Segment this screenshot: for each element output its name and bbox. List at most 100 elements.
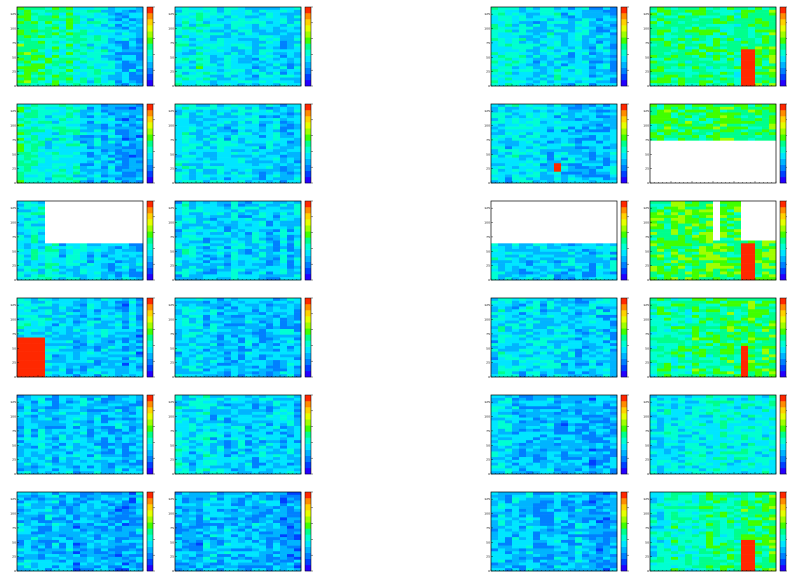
heatmap-cell xyxy=(526,57,534,61)
heatmap-cell xyxy=(73,35,81,39)
heatmap-cell xyxy=(287,129,295,133)
heatmap-cell xyxy=(52,277,60,281)
heatmap-cell xyxy=(512,132,520,136)
heatmap-cell xyxy=(533,23,541,28)
heatmap-cell xyxy=(87,229,95,233)
heatmap-cell xyxy=(196,109,204,113)
heatmap-cell xyxy=(547,168,555,173)
heatmap-cell xyxy=(498,57,506,61)
heatmap-cell xyxy=(273,21,281,25)
heatmap-cell xyxy=(45,52,53,56)
heatmap-cell xyxy=(101,21,109,25)
heatmap-cell xyxy=(129,120,137,125)
heatmap-cell xyxy=(94,268,102,272)
heatmap-cell xyxy=(189,137,197,141)
heatmap-cell xyxy=(24,223,32,227)
heatmap-cell xyxy=(87,29,95,33)
heatmap-cell xyxy=(519,137,527,141)
heatmap-cell xyxy=(252,49,260,53)
heatmap-cell xyxy=(108,232,116,236)
heatmap-cell xyxy=(87,277,95,281)
heatmap-cell xyxy=(45,254,53,258)
heatmap-cell xyxy=(273,43,281,47)
heatmap-cell xyxy=(136,12,144,16)
heatmap-cell xyxy=(45,32,53,36)
heatmap-cell xyxy=(66,83,74,87)
heatmap-cell xyxy=(31,115,39,119)
heatmap-cell xyxy=(554,140,562,144)
heatmap-cell xyxy=(491,63,499,67)
heatmap-cell xyxy=(17,49,25,53)
heatmap-cell xyxy=(692,118,700,122)
heatmap-cell xyxy=(24,35,32,39)
color-bar-segment xyxy=(147,128,153,135)
heatmap-cell xyxy=(568,7,576,11)
color-bar-segment xyxy=(305,110,311,117)
heatmap-cell xyxy=(224,38,232,42)
heatmap-cell xyxy=(217,140,225,144)
heatmap-cell xyxy=(101,171,109,175)
heatmap-cell xyxy=(706,21,714,25)
heatmap-cell xyxy=(52,120,60,125)
heatmap-cell xyxy=(505,157,513,161)
heatmap-cell xyxy=(589,21,597,25)
heatmap-cell xyxy=(526,109,534,113)
heatmap-cell xyxy=(52,206,60,210)
heatmap-cell xyxy=(755,49,763,53)
heatmap-cell xyxy=(498,69,506,73)
heatmap-cell xyxy=(80,215,88,219)
heatmap-cell xyxy=(720,77,728,81)
heatmap-cell xyxy=(217,43,225,47)
heatmap-cell xyxy=(87,77,95,81)
heatmap-cell xyxy=(101,18,109,22)
heatmap-cell xyxy=(678,32,686,36)
heatmap-cell xyxy=(748,21,756,25)
heatmap-cell xyxy=(748,120,756,125)
heatmap-cell xyxy=(657,137,665,141)
heatmap-cell xyxy=(762,32,770,36)
heatmap-cell xyxy=(224,26,232,30)
heatmap-cell xyxy=(273,49,281,53)
heatmap-cell xyxy=(38,180,46,184)
heatmap-cell xyxy=(505,38,513,42)
heatmap-cell xyxy=(122,203,130,207)
heatmap-cell xyxy=(122,217,130,222)
heatmap-cell xyxy=(498,74,506,78)
heatmap-cell xyxy=(115,251,123,255)
heatmap-cell xyxy=(671,135,679,139)
heatmap-cell xyxy=(45,43,53,47)
heatmap-cell xyxy=(66,174,74,178)
heatmap-cell xyxy=(87,240,95,244)
heatmap-cell xyxy=(561,140,569,144)
heatmap-cell xyxy=(175,77,183,81)
heatmap-cell xyxy=(259,74,267,78)
heatmap-cell xyxy=(727,104,735,108)
heatmap-cell xyxy=(217,104,225,108)
heatmap-cell xyxy=(671,43,679,47)
heatmap-cell xyxy=(491,43,499,47)
heatmap-cell xyxy=(231,149,239,153)
heatmap-cell xyxy=(108,257,116,261)
heatmap-cell xyxy=(80,74,88,78)
heatmap-cell xyxy=(115,240,123,244)
heatmap-cell xyxy=(547,15,555,19)
heatmap-cell xyxy=(217,80,225,84)
heatmap-cell xyxy=(31,248,39,253)
heatmap-cell xyxy=(294,57,302,61)
heatmap-cell xyxy=(80,126,88,130)
heatmap-cell xyxy=(294,74,302,78)
heatmap-cell xyxy=(526,80,534,84)
heatmap-cell xyxy=(748,57,756,61)
heatmap-cell xyxy=(491,23,499,28)
heatmap-cell xyxy=(38,15,46,19)
heatmap-cell xyxy=(108,226,116,230)
heatmap-cell xyxy=(540,143,548,147)
heatmap-cell xyxy=(189,166,197,170)
heatmap-cell xyxy=(554,166,562,170)
heatmap-cell xyxy=(287,66,295,70)
heatmap-cell xyxy=(66,60,74,64)
heatmap-cell xyxy=(603,15,611,19)
heatmap-cell xyxy=(734,137,742,141)
heatmap-cell xyxy=(596,137,604,141)
